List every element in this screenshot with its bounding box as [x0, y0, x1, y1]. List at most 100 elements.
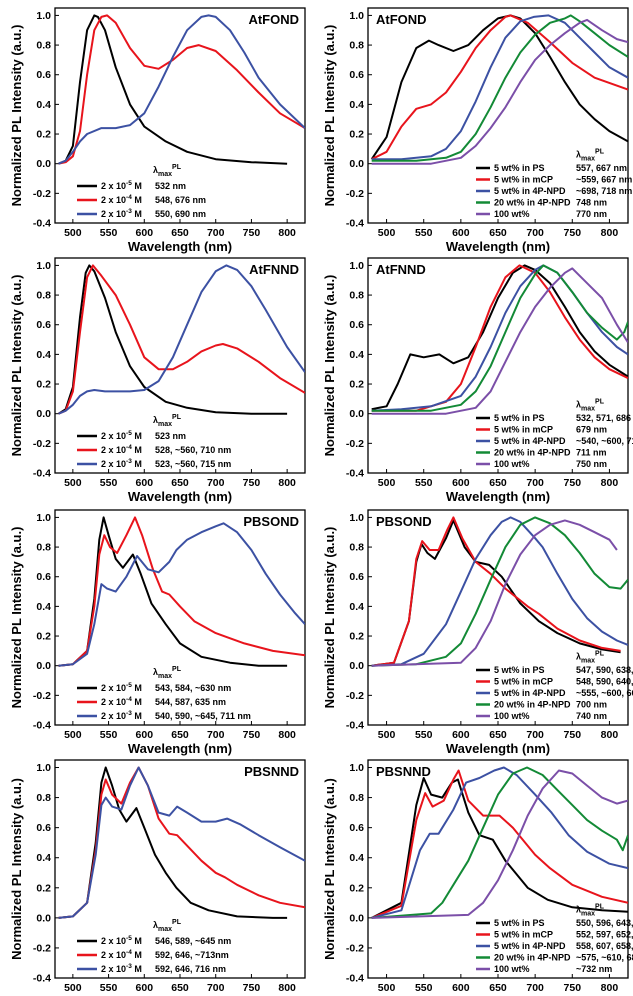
x-tick-label: 650 — [489, 477, 507, 489]
x-axis-title: Wavelength (nm) — [128, 741, 232, 756]
chart-panel-8: -0.4 -0.2 0.0 0.2 0.4 0.6 0.8 1.0 500 550 600 650 70… — [322, 759, 633, 996]
x-tick-label: 500 — [378, 477, 396, 489]
x-tick-label: 600 — [452, 477, 470, 489]
legend-unit: M — [132, 209, 142, 219]
y-tick-label: 0.0 — [349, 158, 364, 170]
x-tick-label: 550 — [100, 477, 118, 489]
legend-label: 20 wt% in 4P-NPD — [494, 448, 571, 458]
y-tick-label: 0.4 — [36, 852, 51, 864]
y-tick-label: 0.4 — [36, 601, 51, 613]
legend-peaks: 770 nm — [576, 209, 607, 219]
legend-label: 5 wt% in 4P-NPD — [494, 941, 566, 951]
y-tick-label: 1.0 — [349, 762, 364, 774]
series-line-black — [371, 777, 628, 919]
x-tick-label: 550 — [415, 227, 433, 239]
legend-exponent: -5 — [126, 180, 132, 187]
y-axis-title: Normalized PL Intensity (a.u.) — [322, 25, 337, 207]
x-axis-title: Wavelength — [144, 994, 217, 996]
y-tick-label: -0.2 — [346, 438, 364, 450]
legend-header-sup: PL — [172, 666, 182, 673]
legend-header-sub: max — [158, 673, 172, 680]
y-tick-label: 0.8 — [349, 40, 364, 52]
y-axis-title: Normalized PL Intensity (a.u.) — [322, 527, 337, 709]
x-tick-label: 650 — [171, 982, 189, 994]
y-tick-label: 0.6 — [349, 319, 364, 331]
x-tick-label: 500 — [64, 477, 82, 489]
series-line-green — [371, 516, 628, 667]
y-tick-label: -0.4 — [346, 218, 364, 230]
chart-panel-5: -0.4 -0.2 0.0 0.2 0.4 0.6 0.8 1.0 500 550 600 650 70… — [9, 509, 306, 756]
legend-label: 2 x 10-3 M — [101, 963, 142, 974]
panel-title: AtFOND — [376, 12, 427, 27]
y-tick-label: 1.0 — [349, 10, 364, 22]
legend-label: 5 wt% in PS — [494, 918, 545, 928]
series-line-black — [58, 14, 288, 165]
legend-header-sub: max — [158, 171, 172, 178]
series-line-purple — [371, 519, 618, 667]
x-tick-label: 800 — [278, 729, 296, 741]
legend-header: λmaxPL — [576, 399, 605, 413]
legend-unit: M — [132, 195, 142, 205]
x-axis-title: Wavelength (nm) — [128, 239, 232, 254]
y-tick-label: -0.2 — [33, 438, 51, 450]
series-line-blue — [58, 264, 305, 415]
legend-exponent: -4 — [126, 696, 132, 703]
x-tick-label: 500 — [64, 982, 82, 994]
lambda-symbol: λ — [576, 150, 581, 160]
legend-header-sub: max — [581, 658, 595, 665]
y-tick-label: -0.4 — [346, 468, 364, 480]
panel-title: AtFNND — [249, 262, 299, 277]
series-line-purple — [371, 267, 628, 415]
y-tick-label: -0.2 — [33, 942, 51, 954]
legend-label: 5 wt% in 4P-NPD — [494, 688, 566, 698]
y-tick-label: 0.4 — [349, 99, 364, 111]
chart-panel-4: -0.4 -0.2 0.0 0.2 0.4 0.6 0.8 1.0 500 550 600 650 70… — [322, 257, 633, 504]
y-axis-title: Normalized PL Intensity (a.u.) — [9, 275, 24, 457]
x-tick-label: 750 — [243, 227, 261, 239]
x-tick-label: 700 — [207, 477, 225, 489]
x-tick-label: 750 — [243, 477, 261, 489]
series-line-red — [371, 516, 621, 667]
y-tick-label: 0.2 — [36, 129, 51, 141]
x-tick-label: 550 — [100, 729, 118, 741]
legend-unit: M — [132, 181, 142, 191]
y-tick-label: 0.6 — [36, 571, 51, 583]
legend-peaks: 548, 590, 640, ~705 nm — [576, 677, 633, 687]
legend-header-sup: PL — [595, 149, 605, 156]
legend-mantissa: 2 x 10 — [101, 950, 126, 960]
x-axis-title: Wavelength (nm) — [446, 741, 550, 756]
legend-peaks: 523 nm — [155, 431, 186, 441]
legend-peaks: ~732 nm — [576, 964, 612, 974]
legend-header: λmaxPL — [153, 164, 182, 178]
legend-label: 5 wt% in mCP — [494, 425, 553, 435]
y-tick-label: 0.8 — [36, 40, 51, 52]
series-line-blue — [371, 264, 628, 412]
legend-unit: M — [132, 431, 142, 441]
legend-unit: M — [132, 459, 142, 469]
panel-title: AtFNND — [376, 262, 426, 277]
series-line-purple — [371, 18, 628, 165]
y-tick-label: 0.8 — [36, 542, 51, 554]
x-tick-label: 550 — [100, 982, 118, 994]
y-tick-label: 1.0 — [349, 512, 364, 524]
y-axis-title: Normalized PL Intensity (a.u.) — [9, 527, 24, 709]
x-tick-label: 750 — [243, 982, 261, 994]
legend-peaks: ~698, 718 nm — [576, 186, 632, 196]
legend-label: 5 wt% in PS — [494, 163, 545, 173]
x-tick-label: 500 — [378, 729, 396, 741]
x-tick-label: 650 — [171, 227, 189, 239]
legend-peaks: 592, 646, ~713nm — [155, 950, 229, 960]
legend-peaks: 548, 676 nm — [155, 195, 206, 205]
y-tick-label: -0.4 — [33, 468, 51, 480]
series-line-blue — [371, 766, 628, 919]
x-tick-label: 700 — [207, 729, 225, 741]
x-tick-label: 800 — [278, 982, 296, 994]
legend-mantissa: 2 x 10 — [101, 711, 126, 721]
y-tick-label: 0.4 — [36, 99, 51, 111]
legend-exponent: -5 — [126, 430, 132, 437]
legend-label: 2 x 10-5 M — [101, 935, 142, 946]
legend-mantissa: 2 x 10 — [101, 209, 126, 219]
legend-header-sub: max — [158, 421, 172, 428]
chart-panel-3: -0.4 -0.2 0.0 0.2 0.4 0.6 0.8 1.0 500 550 600 650 70… — [9, 257, 306, 504]
legend-peaks: 711 nm — [576, 448, 607, 458]
